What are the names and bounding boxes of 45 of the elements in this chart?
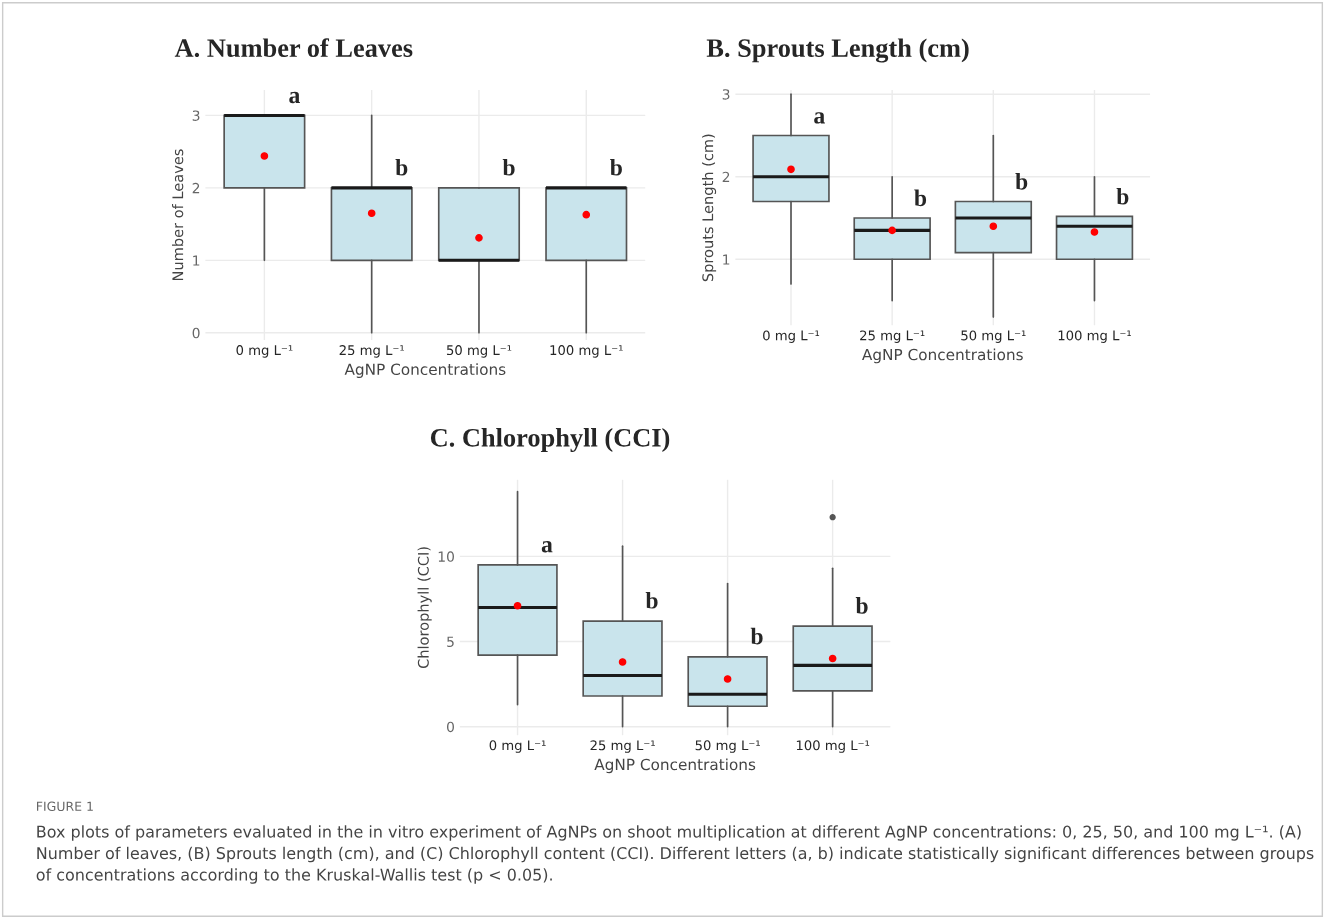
annotation: b [1116, 187, 1129, 205]
y-tick-label: 10 [438, 551, 454, 562]
y-tick-label: 0 [192, 327, 200, 339]
x-tick-label: 0 mg L⁻¹ [763, 330, 820, 343]
y-axis-title: Sprouts Length (cm) [702, 134, 717, 282]
text: Box plots of parameters evaluated in the in vitro experiment of AgNPs on shoot multiplication at different AgNP concentrations: 0, 25, 50, and 100 mg L⁻¹. (A) Number of leaves, (B) Sprouts length (cm), and (C) Chlorophyll content (CCI). Different letters (a, b) indicate statistically significant differences between groups of concentrations according to the Kruskal-Wallis test (p < 0.05). [36, 825, 1314, 884]
x-tick-label: 100 mg L⁻¹ [1058, 330, 1131, 343]
y-tick-label: 2 [192, 182, 200, 194]
x-axis-title: AgNP Concentrations [862, 348, 1023, 364]
chart-title: A. Number of Leaves [174, 38, 413, 58]
chart-title: C. Chlorophyll (CCI) [430, 428, 670, 453]
x-tick-label: 0 mg L⁻¹ [489, 740, 546, 753]
y-tick-label: 3 [192, 110, 200, 121]
annotation: b [502, 158, 515, 176]
x-tick-label: 50 mg L⁻¹ [446, 345, 512, 358]
annotation: b [395, 158, 408, 176]
caption: FIGURE 1 [37, 801, 93, 812]
x-tick-label: 100 mg L⁻¹ [796, 740, 870, 753]
y-tick-label: 0 [446, 721, 454, 733]
y-tick-label: 1 [723, 254, 730, 265]
annotation: b [914, 189, 927, 207]
annotation: b [750, 627, 763, 645]
y-axis-title: Number of Leaves [172, 149, 184, 281]
annotation: b [610, 158, 622, 176]
annotation: a [541, 541, 553, 553]
annotation: b [1015, 173, 1028, 190]
x-tick-label: 50 mg L⁻¹ [695, 740, 760, 753]
x-tick-label: 0 mg L⁻¹ [236, 345, 293, 358]
x-tick-label: 100 mg L⁻¹ [550, 345, 623, 358]
chart-title: B. Sprouts Length (cm) [706, 38, 969, 63]
x-axis-title: AgNP Concentrations [344, 363, 506, 378]
y-tick-label: 5 [447, 636, 454, 647]
x-tick-label: 50 mg L⁻¹ [961, 330, 1026, 343]
y-tick-label: 1 [193, 255, 200, 266]
y-tick-label: 2 [722, 171, 730, 183]
x-axis-title: AgNP Concentrations [594, 758, 756, 774]
annotation: b [855, 597, 868, 614]
y-tick-label: 3 [722, 89, 730, 100]
annotation: b [645, 592, 658, 609]
x-tick-label: 25 mg L⁻¹ [590, 740, 655, 753]
x-tick-label: 25 mg L⁻¹ [860, 330, 925, 343]
annotation: a [814, 112, 825, 124]
annotation: a [289, 91, 300, 104]
x-tick-label: 25 mg L⁻¹ [339, 345, 404, 358]
y-axis-title: Chlorophyll (CCI) [417, 547, 432, 669]
